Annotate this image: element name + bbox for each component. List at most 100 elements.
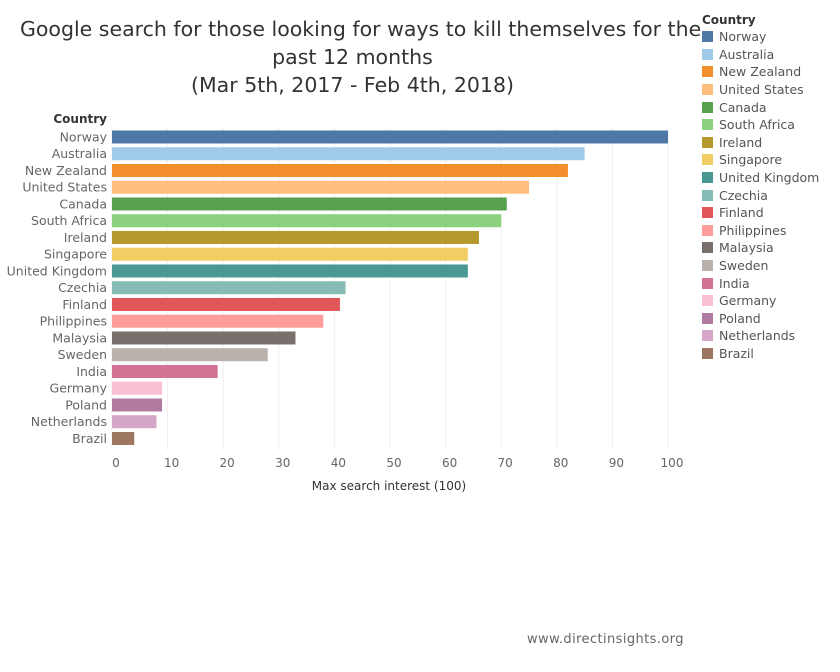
legend-item[interactable]: Canada: [702, 98, 838, 116]
bar-sweden[interactable]: [112, 348, 268, 362]
legend-swatch: [702, 277, 713, 289]
legend-swatch: [702, 312, 713, 324]
legend-swatch: [702, 119, 713, 131]
bar-netherlands[interactable]: [112, 415, 157, 429]
legend-label: Czechia: [719, 187, 768, 203]
legend-label: Brazil: [719, 345, 754, 361]
footer-url: www.directinsights.org: [527, 632, 684, 647]
legend-item[interactable]: Australia: [702, 46, 838, 64]
category-label: Germany: [50, 381, 108, 396]
legend-item[interactable]: New Zealand: [702, 63, 838, 81]
x-tick-label: 100: [661, 456, 684, 470]
legend-label: Malaysia: [719, 240, 774, 256]
legend-swatch: [702, 260, 713, 272]
x-tick-label: 90: [609, 456, 624, 470]
legend-swatch: [702, 48, 713, 60]
legend: Country Norway Australia New Zealand United…: [702, 12, 838, 362]
bar-finland[interactable]: [112, 297, 340, 311]
x-axis-label: Max search interest (100): [312, 479, 466, 493]
bar-new-zealand[interactable]: [112, 163, 568, 177]
bar-united-kingdom[interactable]: [112, 264, 468, 278]
legend-item[interactable]: India: [702, 274, 838, 292]
legend-swatch: [702, 347, 713, 359]
legend-label: Canada: [719, 99, 767, 115]
x-tick-label: 0: [112, 456, 120, 470]
category-label: Netherlands: [31, 414, 107, 429]
category-label: South Africa: [31, 213, 107, 228]
bar-malaysia[interactable]: [112, 331, 296, 345]
legend-label: Philippines: [719, 222, 787, 238]
bar-norway[interactable]: [112, 130, 668, 144]
category-label: Philippines: [40, 314, 107, 329]
category-label: India: [76, 364, 107, 379]
bar-united-states[interactable]: [112, 180, 529, 194]
chart-subtitle: (Mar 5th, 2017 - Feb 4th, 2018): [191, 73, 514, 97]
legend-label: Poland: [719, 310, 761, 326]
legend-item[interactable]: Czechia: [702, 186, 838, 204]
legend-swatch: [702, 242, 713, 254]
bar-czechia[interactable]: [112, 281, 346, 295]
legend-label: South Africa: [719, 117, 795, 133]
bar-canada[interactable]: [112, 197, 507, 211]
category-label: United Kingdom: [7, 263, 107, 278]
x-axis-ticks: 0 10 20 30 40 50 60 70 80 90 100: [112, 456, 683, 470]
bar-germany[interactable]: [112, 381, 163, 395]
legend-label: Netherlands: [719, 328, 796, 344]
legend-label: Singapore: [719, 152, 783, 168]
y-axis-header: Country: [53, 112, 107, 126]
x-tick-label: 20: [220, 456, 235, 470]
legend-item[interactable]: South Africa: [702, 116, 838, 134]
legend-label: Germany: [719, 293, 777, 309]
legend-swatch: [702, 66, 713, 78]
category-label: Ireland: [64, 230, 107, 245]
x-tick-label: 10: [164, 456, 179, 470]
legend-item[interactable]: Malaysia: [702, 239, 838, 257]
bar-poland[interactable]: [112, 398, 163, 412]
category-label: Singapore: [44, 247, 107, 262]
bar-singapore[interactable]: [112, 247, 468, 261]
bar-australia[interactable]: [112, 147, 585, 161]
category-label: Malaysia: [52, 330, 107, 345]
legend-item[interactable]: Finland: [702, 204, 838, 222]
category-label: Czechia: [58, 280, 107, 295]
legend-item[interactable]: Brazil: [702, 345, 838, 363]
legend-item[interactable]: Netherlands: [702, 327, 838, 345]
legend-item[interactable]: Ireland: [702, 134, 838, 152]
legend-item[interactable]: United States: [702, 81, 838, 99]
category-label: Brazil: [72, 431, 107, 446]
category-label: Sweden: [58, 347, 107, 362]
bar-india[interactable]: [112, 364, 218, 378]
chart-title: Google search for those looking for ways…: [20, 15, 702, 99]
legend-items: Norway Australia New Zealand United States C…: [702, 28, 838, 362]
legend-swatch: [702, 31, 713, 43]
bar-ireland[interactable]: [112, 230, 479, 244]
legend-item[interactable]: Germany: [702, 292, 838, 310]
bars: [112, 130, 668, 445]
legend-label: India: [719, 275, 750, 291]
category-label: Poland: [65, 397, 107, 412]
legend-label: Finland: [719, 205, 764, 221]
legend-item[interactable]: Singapore: [702, 151, 838, 169]
x-tick-label: 50: [386, 456, 401, 470]
legend-label: United States: [719, 82, 804, 98]
legend-item[interactable]: Philippines: [702, 222, 838, 240]
x-tick-label: 70: [498, 456, 513, 470]
category-label: New Zealand: [25, 163, 107, 178]
category-label: Australia: [52, 146, 107, 161]
category-label: United States: [22, 180, 107, 195]
legend-swatch: [702, 136, 713, 148]
legend-swatch: [702, 295, 713, 307]
legend-item[interactable]: Sweden: [702, 257, 838, 275]
x-tick-label: 60: [442, 456, 457, 470]
legend-item[interactable]: Poland: [702, 310, 838, 328]
chart-title-line1: Google search for those looking for ways…: [20, 17, 702, 41]
bar-south-africa[interactable]: [112, 214, 502, 228]
bar-philippines[interactable]: [112, 314, 324, 328]
bar-brazil[interactable]: [112, 431, 135, 445]
legend-swatch: [702, 207, 713, 219]
x-tick-label: 80: [553, 456, 568, 470]
legend-item[interactable]: United Kingdom: [702, 169, 838, 187]
legend-swatch: [702, 154, 713, 166]
legend-item[interactable]: Norway: [702, 28, 838, 46]
